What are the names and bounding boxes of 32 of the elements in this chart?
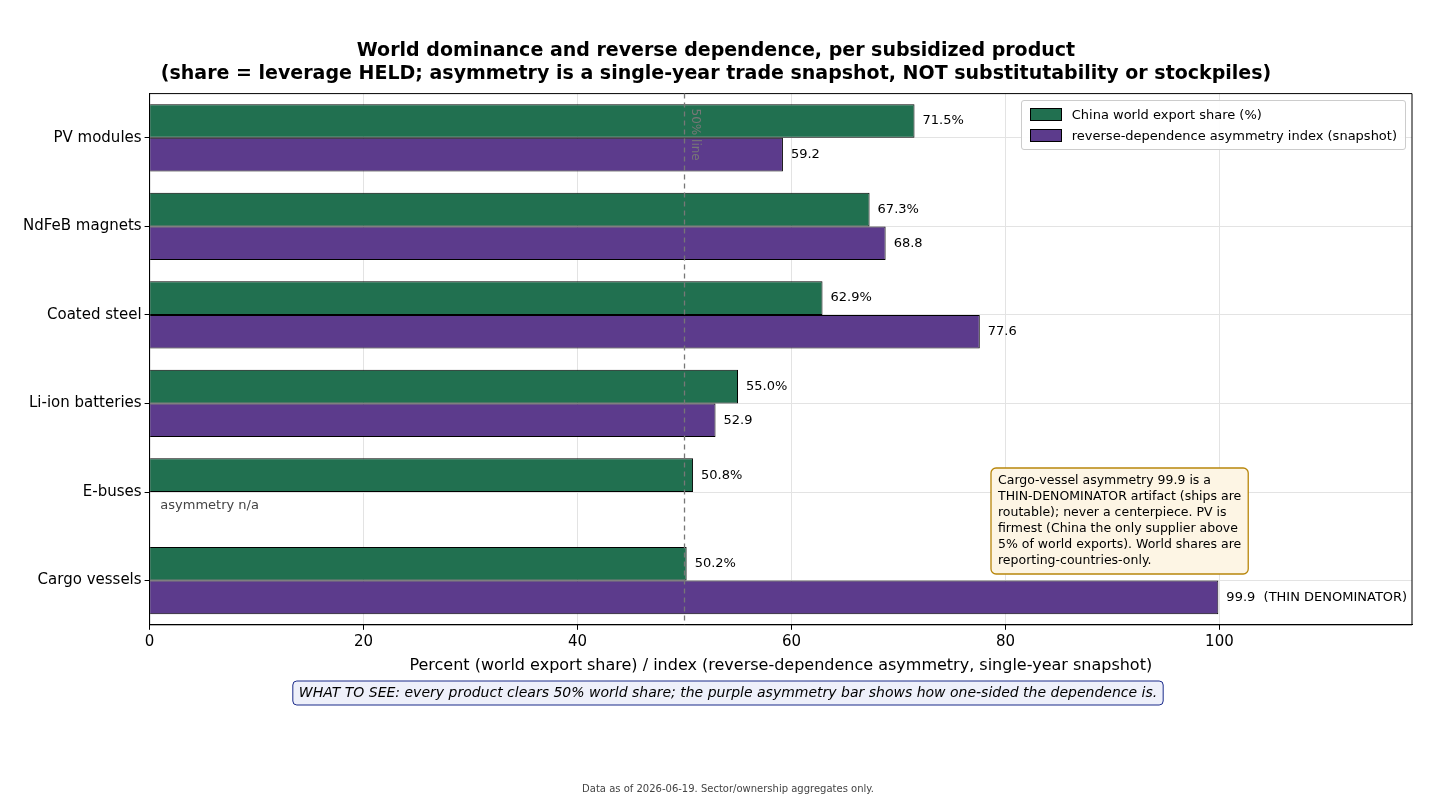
x-tick-label: 0: [144, 631, 155, 650]
data-label: 71.5%: [922, 112, 964, 128]
x-tick-label: 80: [995, 631, 1016, 650]
data-label: 67.3%: [877, 200, 919, 216]
data-label: 50.2%: [694, 555, 736, 571]
chart-title: World dominance and reverse dependence, per subsidized product (share = leverage HELD; asymmetry is a single-year trade snapshot, NOT substitutability or stockpiles): [160, 38, 1272, 84]
x-tick-label: 60: [781, 631, 802, 650]
data-label: 55.0%: [746, 378, 788, 394]
data-label: 68.8: [893, 234, 923, 250]
annotation: Cargo-vessel asymmetry 99.9 is a THIN-DENOMINATOR artifact (ships are routable); never a centerpiece. PV is firmest (China the only supplier above 5% of world exports). World shares are reporting-countries-only.: [997, 471, 1242, 567]
annotation: asymmetry n/a: [160, 497, 259, 513]
ref-line-label: 50% line: [689, 108, 704, 161]
data-label: 62.9%: [830, 289, 872, 305]
data-label: 77.6: [987, 323, 1017, 339]
data-label: 52.9: [723, 411, 753, 427]
legend-label: China world export share (%): [1071, 106, 1262, 122]
x-axis-title: Percent (world export share) / index (reverse-dependence asymmetry, single-year snapshot): [409, 654, 1153, 674]
y-tick-label: Coated steel: [47, 304, 142, 323]
data-label: 99.9 (THIN DENOMINATOR): [1226, 588, 1408, 604]
y-tick-label: E-buses: [82, 481, 142, 500]
x-tick-label: 40: [567, 631, 588, 650]
y-tick-label: PV modules: [53, 127, 142, 146]
data-label: 50.8%: [701, 466, 743, 482]
y-tick-label: Li-ion batteries: [28, 393, 142, 412]
text: WHAT TO SEE: every product clears 50% world share; the purple asymmetry bar shows how one-sided the dependence is.: [298, 683, 1158, 700]
text: Data as of 2026-06-19. Sector/ownership aggregates only.: [582, 782, 874, 794]
data-label: 59.2: [790, 146, 820, 162]
y-tick-label: NdFeB magnets: [23, 216, 142, 235]
y-tick-label: Cargo vessels: [37, 570, 142, 589]
x-tick-label: 100: [1205, 631, 1234, 650]
x-tick-label: 20: [354, 631, 374, 650]
legend-label: reverse-dependence asymmetry index (snapshot): [1071, 127, 1397, 143]
